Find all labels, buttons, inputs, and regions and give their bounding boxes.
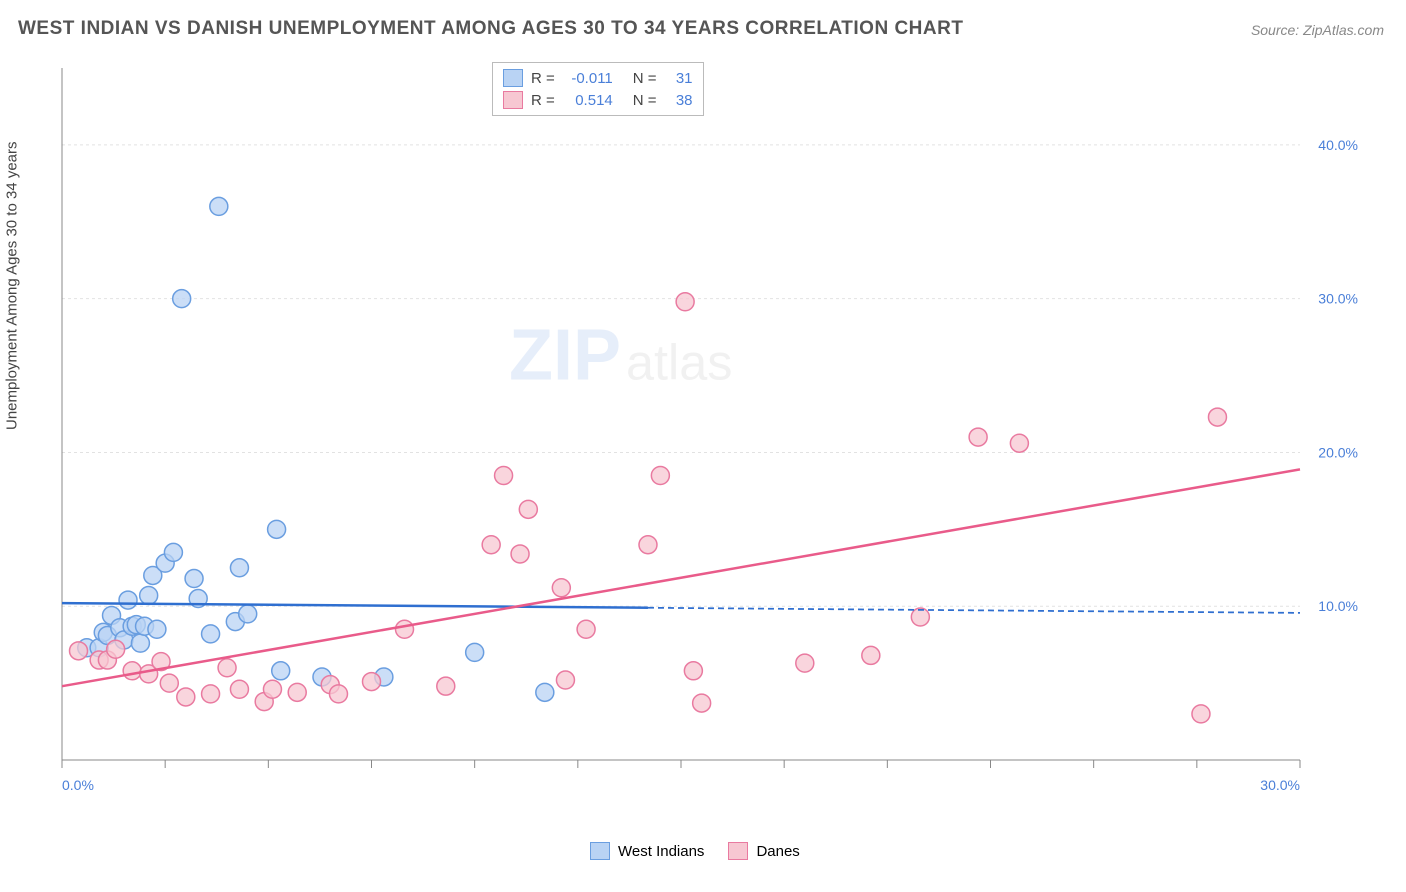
data-point: [482, 536, 500, 554]
data-point: [202, 685, 220, 703]
data-point: [1192, 705, 1210, 723]
data-point: [363, 673, 381, 691]
legend: West Indians Danes: [590, 842, 800, 860]
source-label: Source: ZipAtlas.com: [1251, 22, 1384, 38]
data-point: [160, 674, 178, 692]
legend-item: West Indians: [590, 842, 704, 860]
data-point: [107, 640, 125, 658]
data-point: [969, 428, 987, 446]
y-axis-label: Unemployment Among Ages 30 to 34 years: [4, 141, 21, 430]
legend-swatch: [728, 842, 748, 860]
legend-label: Danes: [756, 843, 799, 860]
plot-area: 10.0% 20.0% 30.0% 40.0% 0.0% 30.0% ZIPatlas: [50, 60, 1370, 810]
data-point: [288, 683, 306, 701]
x-tick-label: 30.0%: [1260, 777, 1300, 793]
stat-r-label: R =: [531, 70, 555, 87]
correlation-stats-box: R = -0.011 N = 31 R = 0.514 N = 38: [492, 62, 704, 116]
stats-row: R = 0.514 N = 38: [503, 89, 693, 111]
data-point: [202, 625, 220, 643]
data-point: [329, 685, 347, 703]
data-point: [119, 591, 137, 609]
data-point: [173, 290, 191, 308]
data-point: [218, 659, 236, 677]
regression-line: [62, 469, 1300, 686]
y-tick-label: 40.0%: [1318, 137, 1358, 153]
data-point: [536, 683, 554, 701]
y-tick-label: 10.0%: [1318, 598, 1358, 614]
stat-n-value: 38: [665, 92, 693, 109]
watermark-zip: ZIP: [509, 315, 621, 395]
stat-r-value: -0.011: [563, 70, 613, 87]
data-point: [495, 467, 513, 485]
data-point: [140, 586, 158, 604]
data-point: [164, 543, 182, 561]
stat-n-value: 31: [665, 70, 693, 87]
data-point: [651, 467, 669, 485]
data-point: [123, 662, 141, 680]
data-point: [185, 570, 203, 588]
data-point: [70, 642, 88, 660]
legend-item: Danes: [728, 842, 799, 860]
data-point: [466, 643, 484, 661]
data-point: [239, 605, 257, 623]
data-point: [263, 680, 281, 698]
stat-r-value: 0.514: [563, 92, 613, 109]
data-point: [131, 634, 149, 652]
data-point: [210, 197, 228, 215]
data-point: [552, 579, 570, 597]
data-point: [268, 520, 286, 538]
data-point: [1010, 434, 1028, 452]
data-point: [396, 620, 414, 638]
y-tick-label: 20.0%: [1318, 444, 1358, 460]
data-point: [556, 671, 574, 689]
data-point: [230, 559, 248, 577]
data-point: [177, 688, 195, 706]
data-point: [148, 620, 166, 638]
regression-line: [62, 603, 648, 608]
data-point: [230, 680, 248, 698]
x-tick-label: 0.0%: [62, 777, 94, 793]
y-tick-label: 30.0%: [1318, 291, 1358, 307]
stat-r-label: R =: [531, 92, 555, 109]
data-point: [639, 536, 657, 554]
watermark-atlas: atlas: [626, 333, 732, 390]
stat-n-label: N =: [633, 92, 657, 109]
legend-swatch: [503, 69, 523, 87]
data-point: [577, 620, 595, 638]
stat-n-label: N =: [633, 70, 657, 87]
regression-line-extrapolated: [648, 608, 1300, 613]
legend-label: West Indians: [618, 843, 704, 860]
data-point: [437, 677, 455, 695]
stats-row: R = -0.011 N = 31: [503, 67, 693, 89]
data-point: [511, 545, 529, 563]
chart-container: WEST INDIAN VS DANISH UNEMPLOYMENT AMONG…: [0, 0, 1406, 892]
data-point: [862, 646, 880, 664]
data-point: [272, 662, 290, 680]
legend-swatch: [503, 91, 523, 109]
chart-svg: 10.0% 20.0% 30.0% 40.0% 0.0% 30.0% ZIPatlas: [50, 60, 1370, 810]
data-point: [693, 694, 711, 712]
legend-swatch: [590, 842, 610, 860]
data-point: [676, 293, 694, 311]
data-point: [684, 662, 702, 680]
chart-title: WEST INDIAN VS DANISH UNEMPLOYMENT AMONG…: [18, 18, 963, 40]
data-point: [519, 500, 537, 518]
data-point: [796, 654, 814, 672]
data-point: [1208, 408, 1226, 426]
